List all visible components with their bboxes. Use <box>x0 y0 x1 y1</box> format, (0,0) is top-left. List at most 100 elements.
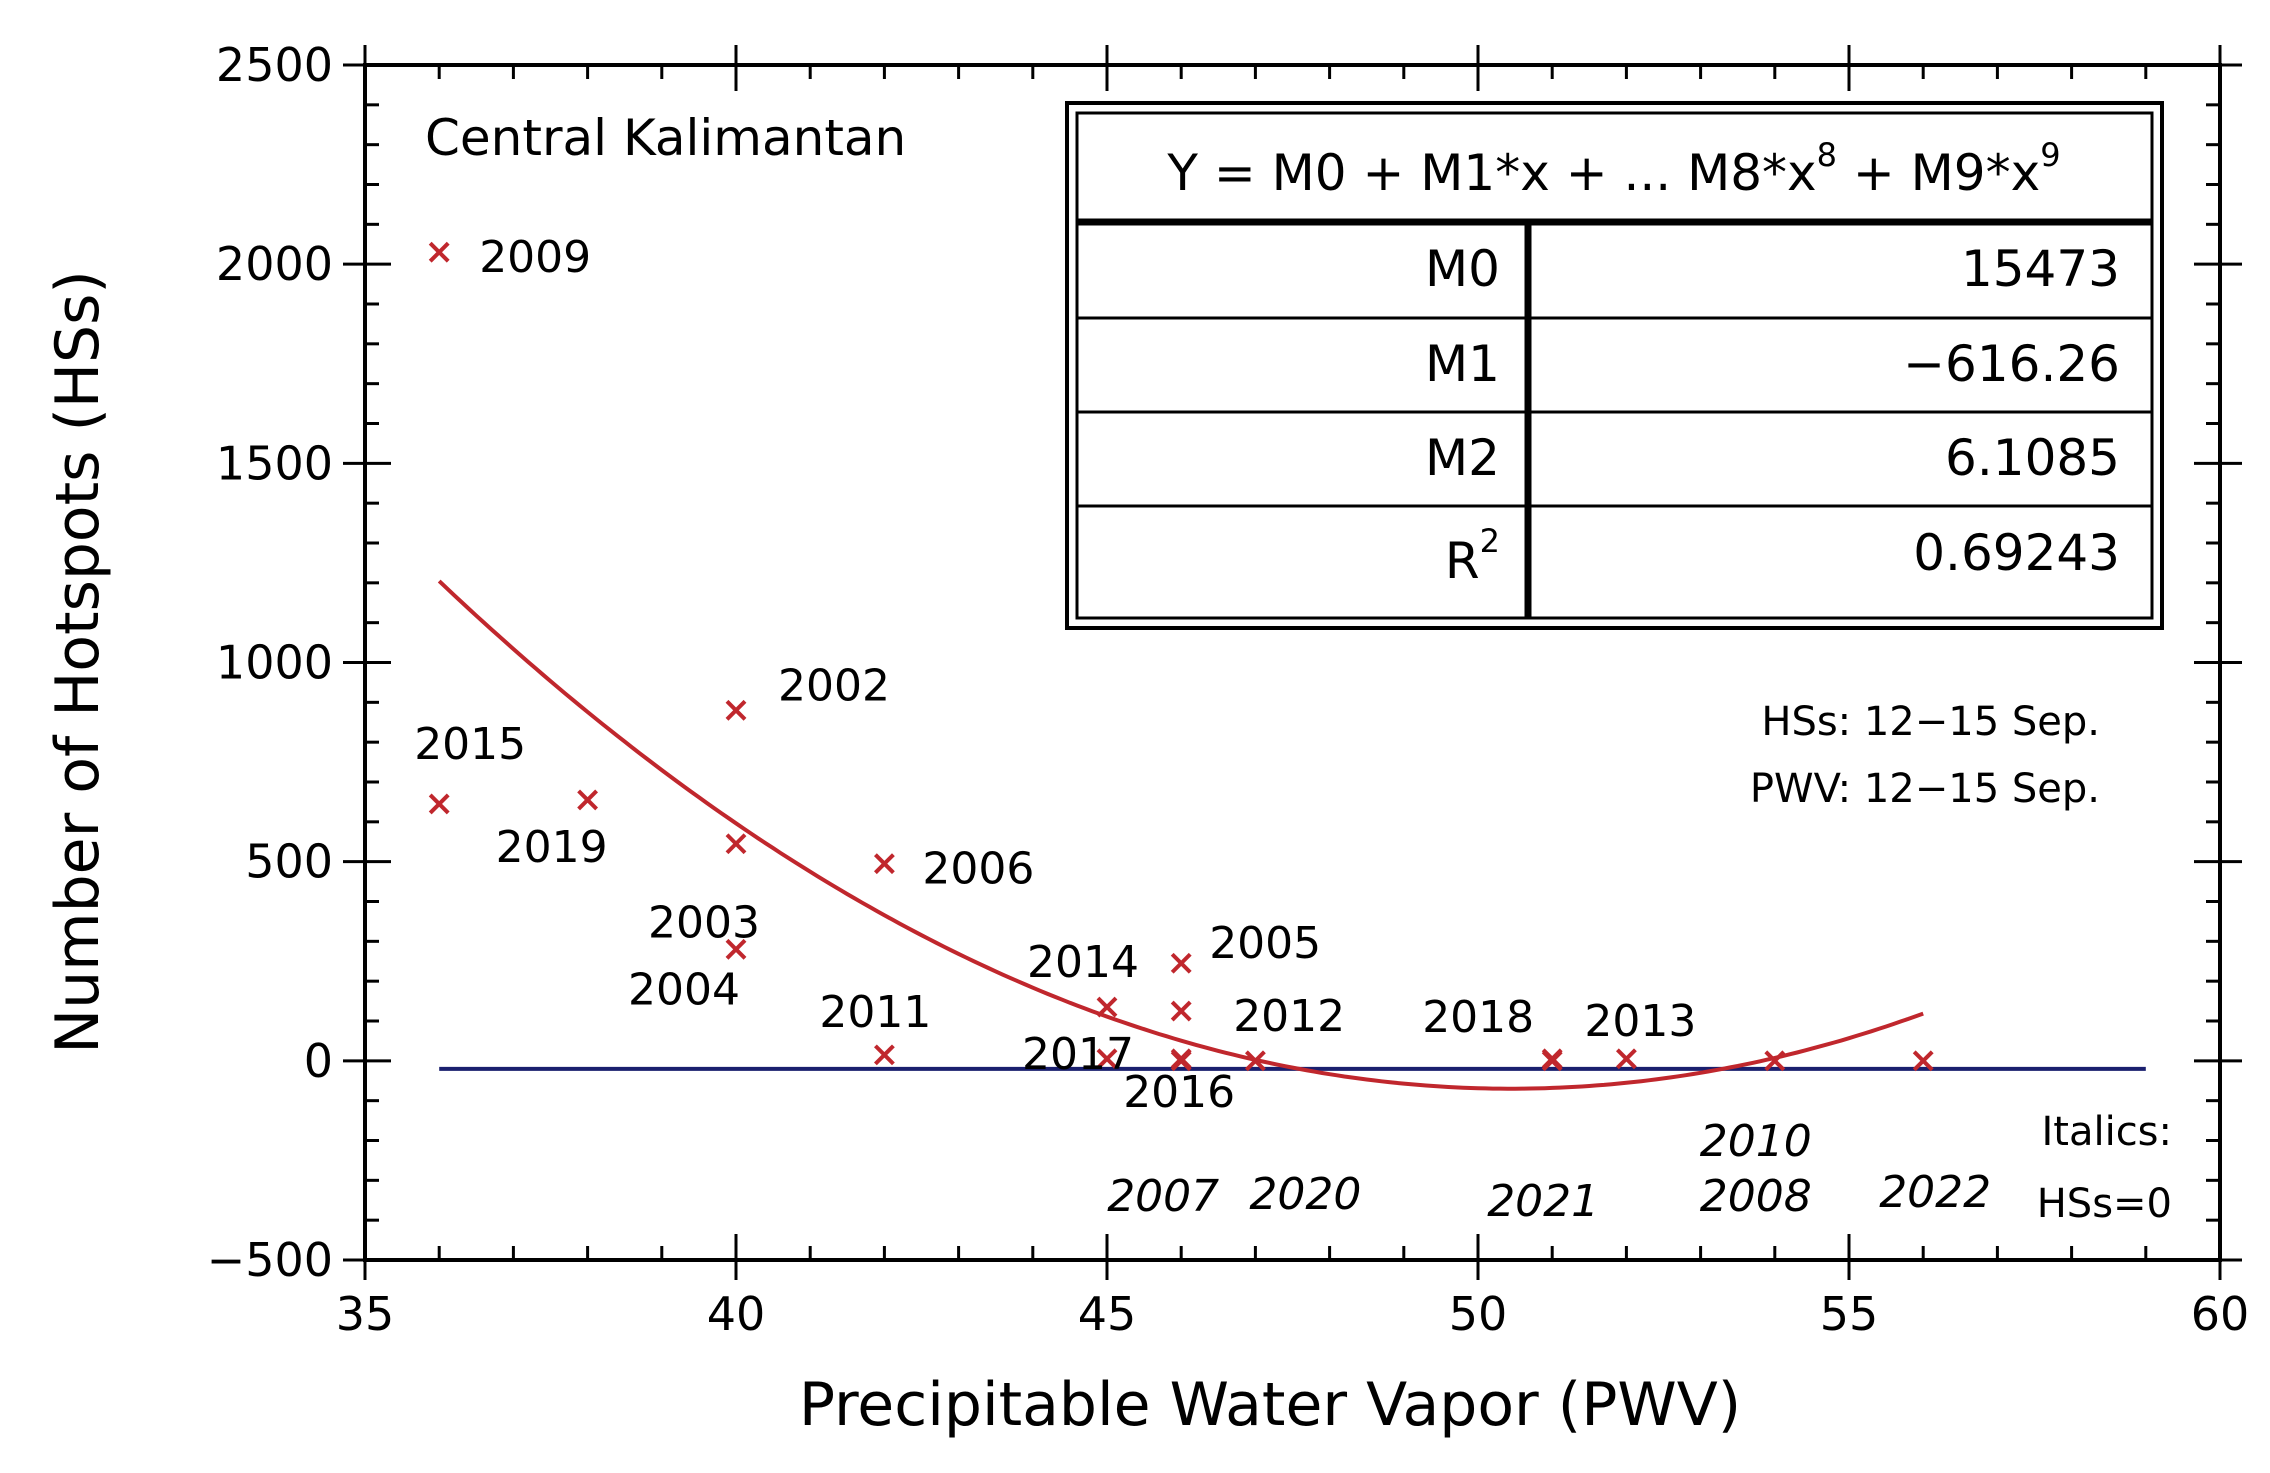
marker-stroke <box>725 833 747 855</box>
year-label-2016: 2016 <box>1123 1067 1235 1118</box>
marker-stroke <box>1764 1050 1786 1072</box>
year-label-2009: 2009 <box>479 232 591 283</box>
y-tick-label: −500 <box>207 1233 333 1287</box>
data-point-2015 <box>428 793 450 815</box>
x-axis-title: Precipitable Water Vapor (PWV) <box>799 1370 1741 1440</box>
marker-stroke <box>725 699 747 721</box>
marker-stroke <box>1170 1000 1192 1022</box>
table-row-label-m1: M1 <box>1425 335 1500 393</box>
year-label-2007: 2007 <box>1107 1171 1219 1222</box>
data-point-2014 <box>1096 996 1118 1018</box>
year-label-2019: 2019 <box>496 822 608 873</box>
equation-mid: + M9*x <box>1837 144 2040 202</box>
y-tick-label: 1000 <box>216 636 333 690</box>
marker-stroke <box>873 1044 895 1066</box>
year-label-2014: 2014 <box>1027 937 1139 988</box>
marker-stroke <box>1912 1050 1934 1072</box>
x-tick-label: 50 <box>1449 1287 1508 1341</box>
marker-stroke <box>1170 1050 1192 1072</box>
x-tick-label: 45 <box>1078 1287 1137 1341</box>
x-tick-label: 60 <box>2191 1287 2250 1341</box>
marker-stroke <box>873 853 895 875</box>
year-label-2015: 2015 <box>414 719 526 770</box>
y-tick-label: 1500 <box>216 436 333 490</box>
data-point-2022 <box>1912 1050 1934 1072</box>
marker-stroke <box>1615 1048 1637 1070</box>
data-point-2010 <box>1764 1050 1786 1072</box>
data-point-2005 <box>1170 952 1192 974</box>
axis-ticks <box>343 45 2242 1280</box>
x-tick-label: 40 <box>707 1287 766 1341</box>
y-tick-label: 0 <box>304 1034 333 1088</box>
year-label-2004: 2004 <box>628 964 740 1015</box>
year-label-2012: 2012 <box>1233 991 1345 1042</box>
x-tick-labels: 35 40 45 50 55 60 <box>336 1287 2250 1341</box>
data-point-2011 <box>873 1044 895 1066</box>
data-point-2007 <box>1170 1050 1192 1072</box>
year-label-2017: 2017 <box>1022 1029 1134 1080</box>
marker-stroke <box>1096 996 1118 1018</box>
y-tick-labels: −500 0 500 1000 1500 2000 2500 <box>207 38 333 1287</box>
year-label-2018: 2018 <box>1422 992 1534 1043</box>
data-point-2006 <box>873 853 895 875</box>
equation-exponent: 8 <box>1817 136 1837 174</box>
point-labels: 2009 2002 2015 2019 2003 2006 2004 2005 2014 2012… <box>414 232 1991 1227</box>
data-point-2012 <box>1170 1000 1192 1022</box>
marker-stroke <box>577 789 599 811</box>
year-label-2011: 2011 <box>819 987 931 1038</box>
r2-exponent: 2 <box>1480 522 1500 560</box>
data-point-2021 <box>1541 1050 1563 1072</box>
fit-curve <box>437 579 1924 1091</box>
table-equation: Y = M0 + M1*x + ... M8*x8 + M9*x9 <box>1166 136 2060 202</box>
marker-stroke <box>725 938 747 960</box>
marker-stroke <box>1541 1050 1563 1072</box>
note-italics-title: Italics: <box>2041 1109 2172 1155</box>
year-label-2006: 2006 <box>922 844 1034 895</box>
table-inner-border <box>1075 111 2154 620</box>
data-point-2009 <box>428 241 450 263</box>
marker-stroke <box>428 241 450 263</box>
data-point-2013 <box>1615 1048 1637 1070</box>
note-hss-period: HSs: 12−15 Sep. <box>1761 699 2100 745</box>
table-row-label-r2: R2 <box>1445 522 1500 590</box>
data-point-2003 <box>725 833 747 855</box>
y-tick-label: 2500 <box>216 38 333 92</box>
data-point-2017 <box>1096 1048 1118 1070</box>
note-italics-desc: HSs=0 <box>2037 1181 2172 1227</box>
table-row-value-m0: 15473 <box>1961 240 2120 298</box>
year-label-2003: 2003 <box>648 898 760 949</box>
marker-stroke <box>1170 952 1192 974</box>
year-label-2013: 2013 <box>1584 996 1696 1047</box>
year-label-2020: 2020 <box>1249 1169 1361 1220</box>
marker-stroke <box>428 793 450 815</box>
year-label-2005: 2005 <box>1209 918 1321 969</box>
coefficient-table: Y = M0 + M1*x + ... M8*x8 + M9*x9 M0 154… <box>1065 101 2164 630</box>
table-row-label-m0: M0 <box>1425 240 1500 298</box>
table-row-value-r2: 0.69243 <box>1913 524 2120 582</box>
y-tick-label: 500 <box>245 835 333 889</box>
x-tick-label: 35 <box>336 1287 395 1341</box>
year-label-2002: 2002 <box>778 660 890 711</box>
data-point-2004 <box>725 938 747 960</box>
equation-exponent: 9 <box>2040 136 2060 174</box>
table-row-value-m2: 6.1085 <box>1945 429 2120 487</box>
data-point-2020 <box>1244 1050 1266 1072</box>
year-label-2022: 2022 <box>1879 1167 1991 1218</box>
y-tick-label: 2000 <box>216 237 333 291</box>
table-row-value-m1: −616.26 <box>1903 335 2120 393</box>
data-point-2002 <box>725 699 747 721</box>
region-label: Central Kalimantan <box>425 109 906 167</box>
table-row-label-m2: M2 <box>1425 429 1500 487</box>
year-label-2008: 2008 <box>1700 1171 1812 1222</box>
y-axis-title: Number of Hotspots (HSs) <box>43 270 113 1054</box>
year-label-2021: 2021 <box>1487 1176 1599 1227</box>
marker-stroke <box>1244 1050 1266 1072</box>
year-label-2010: 2010 <box>1700 1116 1812 1167</box>
marker-stroke <box>1096 1048 1118 1070</box>
x-tick-label: 55 <box>1820 1287 1879 1341</box>
data-points <box>428 241 1934 1072</box>
data-point-2019 <box>577 789 599 811</box>
note-pwv-period: PWV: 12−15 Sep. <box>1750 766 2100 812</box>
table-outer-border <box>1065 101 2164 630</box>
